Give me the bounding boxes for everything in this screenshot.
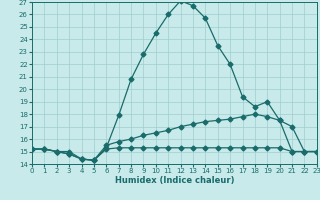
X-axis label: Humidex (Indice chaleur): Humidex (Indice chaleur) <box>115 176 234 185</box>
